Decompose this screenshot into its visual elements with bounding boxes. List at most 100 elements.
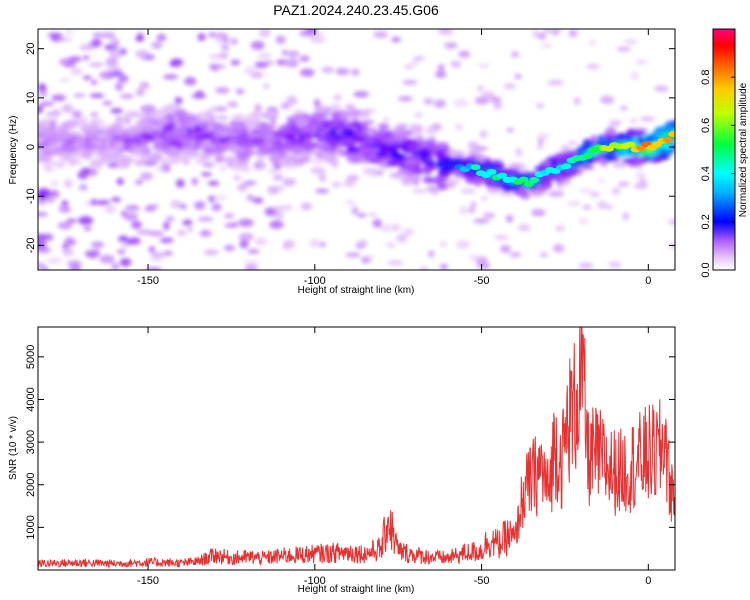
heatmap-cell <box>207 113 216 121</box>
heatmap-cell <box>323 138 337 143</box>
heatmap-cell <box>405 170 415 178</box>
heatmap-cell <box>38 105 44 111</box>
heatmap-ridge-cell <box>561 163 572 170</box>
heatmap-cell <box>467 141 479 149</box>
heatmap-cell <box>70 67 83 76</box>
heatmap-cell <box>88 119 105 124</box>
heatmap-cell <box>169 142 185 148</box>
heatmap-cell <box>550 29 563 34</box>
heatmap-cell <box>378 143 392 153</box>
heatmap-cell <box>98 142 107 152</box>
heatmap-cell <box>38 156 50 164</box>
heatmap-cell <box>269 145 284 153</box>
heatmap-cell <box>311 158 324 165</box>
heatmap-cell <box>238 232 254 242</box>
heatmap-cell <box>162 221 170 231</box>
heatmap-cell <box>127 126 143 135</box>
heatmap-cell <box>276 59 287 66</box>
snr-y-tick-label: 2000 <box>25 472 37 496</box>
heatmap-cell <box>423 98 434 105</box>
heatmap-cell <box>514 162 526 169</box>
heatmap-cell <box>332 115 341 123</box>
heatmap-cell <box>438 169 450 176</box>
heatmap-cell <box>265 138 276 146</box>
heatmap-cell <box>467 148 480 156</box>
heatmap-cell <box>467 207 476 213</box>
heatmap-cell <box>590 134 598 144</box>
heatmap-cell <box>308 126 318 136</box>
heatmap-cell <box>95 152 111 159</box>
heatmap-cell <box>321 66 335 73</box>
heatmap-cell <box>361 151 372 160</box>
heatmap-cell <box>53 148 61 156</box>
heatmap-cell <box>119 93 135 99</box>
heatmap-cell <box>65 147 77 154</box>
heatmap-cell <box>351 206 359 216</box>
heatmap-cell <box>254 61 268 69</box>
heatmap-cell <box>175 178 185 188</box>
heatmap-cell <box>160 140 171 148</box>
heatmap-cell <box>116 178 124 185</box>
heatmap-cell <box>285 95 297 101</box>
heatmap-cell <box>611 187 621 195</box>
heatmap-cell <box>600 95 615 105</box>
heatmap-cell <box>231 165 245 171</box>
heatmap-cell <box>428 250 435 258</box>
heatmap-cell <box>90 198 97 206</box>
heatmap-cell <box>346 175 360 181</box>
heatmap-cell <box>481 196 488 201</box>
heatmap-cell <box>207 141 224 147</box>
heatmap-cell <box>214 155 226 163</box>
heatmap-cell <box>196 111 211 120</box>
heatmap-cell <box>189 139 196 148</box>
heatmap-cell <box>500 190 516 197</box>
heatmap-cell <box>268 151 281 157</box>
heatmap-cell <box>244 151 251 156</box>
heatmap-cell <box>112 125 124 133</box>
heatmap-cell <box>258 29 271 38</box>
heatmap-cell <box>532 190 547 195</box>
heatmap-cell <box>38 262 46 270</box>
heatmap-cell <box>597 178 605 183</box>
heatmap-cell <box>66 218 78 223</box>
heatmap-cell <box>622 157 635 164</box>
heatmap-cell <box>197 33 206 41</box>
heatmap-cell <box>173 109 187 117</box>
heatmap-ridge-cell <box>625 141 636 148</box>
heatmap-cell <box>221 44 230 51</box>
heatmap-cell <box>404 64 414 70</box>
heatmap-cell <box>224 223 237 228</box>
heatmap-cell <box>460 188 477 194</box>
heatmap-cell <box>568 140 578 146</box>
heatmap-cell <box>560 144 572 154</box>
heatmap-cell <box>426 185 437 193</box>
heatmap-cell <box>194 159 206 164</box>
heatmap-cell <box>315 149 325 155</box>
heatmap-cell <box>215 87 230 94</box>
heatmap-cell <box>444 42 458 49</box>
heatmap-cell <box>243 180 257 186</box>
heatmap-cell <box>538 32 546 40</box>
heatmap-cell <box>57 37 73 42</box>
heatmap-ridge-cell <box>523 181 534 188</box>
heatmap-cell <box>331 181 342 188</box>
heatmap-cell <box>179 138 193 144</box>
heatmap-cell <box>107 149 116 155</box>
heatmap-cell <box>344 104 355 110</box>
heatmap-cell <box>414 112 423 118</box>
heatmap-cell <box>203 249 219 256</box>
heatmap-cell <box>135 179 144 186</box>
heatmap-cell <box>79 43 95 51</box>
heatmap-cell <box>510 51 520 58</box>
heatmap-cell <box>622 134 634 139</box>
heatmap-cell <box>89 161 102 168</box>
heatmap-cell <box>200 172 213 177</box>
heatmap-cell <box>239 239 249 249</box>
heatmap-cell <box>213 32 228 40</box>
heatmap-cell <box>150 252 166 257</box>
heatmap-cell <box>296 126 312 133</box>
heatmap-cell <box>58 153 67 158</box>
heatmap-cell <box>639 116 656 122</box>
colorbar-ticks: 0.0 0.2 0.4 0.6 0.8 <box>700 70 735 278</box>
heatmap-cell <box>515 148 522 157</box>
